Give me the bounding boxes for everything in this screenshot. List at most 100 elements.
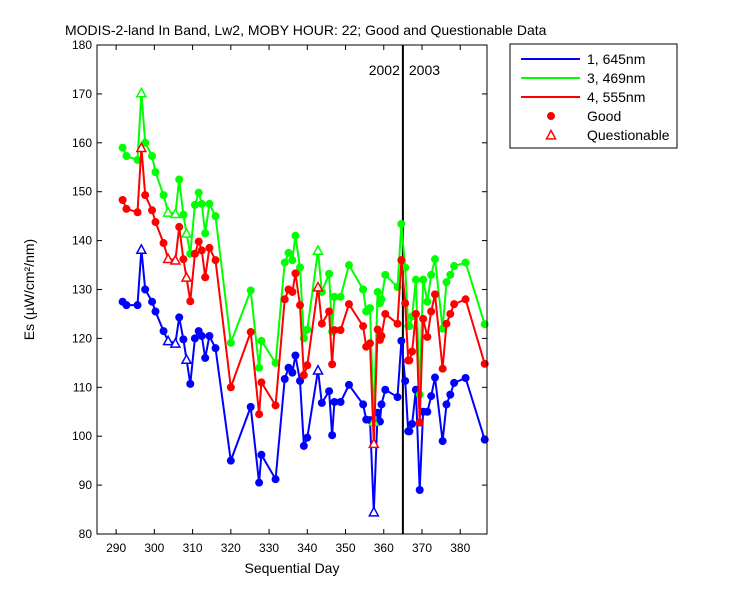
good-point bbox=[255, 478, 264, 487]
good-point bbox=[446, 309, 455, 318]
good-point bbox=[377, 331, 386, 340]
good-point bbox=[480, 320, 489, 329]
questionable-point bbox=[162, 252, 174, 264]
year-label-2003: 2003 bbox=[409, 62, 440, 78]
good-point bbox=[151, 307, 160, 316]
legend-label-2: 3, 469nm bbox=[587, 70, 645, 86]
x-tick-label: 300 bbox=[144, 541, 164, 555]
y-tick-label: 120 bbox=[72, 331, 92, 345]
good-point bbox=[325, 387, 334, 396]
good-point bbox=[359, 400, 368, 409]
good-point bbox=[179, 210, 188, 219]
good-point bbox=[197, 246, 206, 255]
good-point bbox=[423, 407, 432, 416]
good-point bbox=[344, 300, 353, 309]
good-point bbox=[325, 269, 334, 278]
y-axis-label: Es (µW/cm²/nm) bbox=[21, 239, 37, 340]
good-point bbox=[296, 301, 305, 310]
good-point bbox=[328, 360, 337, 369]
good-point bbox=[461, 295, 470, 304]
good-point bbox=[179, 255, 188, 264]
good-point bbox=[450, 300, 459, 309]
questionable-point bbox=[135, 86, 148, 98]
good-point bbox=[122, 301, 131, 310]
good-point bbox=[175, 313, 184, 322]
good-point bbox=[344, 380, 353, 389]
good-point bbox=[175, 222, 184, 231]
good-point bbox=[366, 339, 374, 348]
y-tick-label: 100 bbox=[72, 429, 92, 443]
legend-questionable-marker bbox=[545, 128, 557, 140]
good-point bbox=[408, 419, 417, 428]
questionable-point bbox=[135, 243, 148, 254]
good-point bbox=[194, 188, 203, 197]
good-point bbox=[405, 356, 414, 365]
questionable-point bbox=[312, 244, 324, 255]
good-point bbox=[190, 334, 199, 343]
good-point bbox=[393, 319, 402, 328]
good-point bbox=[423, 332, 432, 341]
good-point bbox=[288, 368, 297, 377]
good-point bbox=[133, 155, 142, 164]
good-point bbox=[397, 219, 406, 228]
good-point bbox=[190, 249, 199, 258]
questionable-point bbox=[169, 254, 182, 265]
good-point bbox=[141, 138, 150, 147]
y-tick-label: 160 bbox=[72, 136, 92, 150]
good-point bbox=[246, 286, 255, 295]
good-point bbox=[344, 261, 353, 270]
x-tick-label: 320 bbox=[221, 541, 241, 555]
good-point bbox=[397, 256, 406, 265]
good-point bbox=[201, 229, 210, 238]
questionable-point bbox=[312, 364, 324, 375]
good-point bbox=[226, 383, 235, 392]
good-point bbox=[246, 402, 255, 411]
good-point bbox=[328, 431, 337, 440]
good-point bbox=[359, 285, 368, 294]
good-point bbox=[336, 292, 345, 301]
questionable-point bbox=[180, 353, 193, 365]
y-tick-label: 150 bbox=[72, 185, 92, 199]
good-point bbox=[205, 243, 214, 252]
questionable-point bbox=[162, 206, 174, 217]
good-point bbox=[122, 152, 131, 161]
good-point bbox=[423, 297, 432, 306]
good-point bbox=[442, 278, 451, 287]
good-point bbox=[446, 270, 455, 279]
y-tick-label: 180 bbox=[72, 38, 92, 52]
good-point bbox=[284, 248, 293, 257]
good-point bbox=[442, 319, 451, 328]
good-point bbox=[205, 199, 214, 208]
good-point bbox=[438, 364, 447, 373]
good-point bbox=[303, 325, 312, 334]
good-point bbox=[280, 258, 289, 267]
year-label-2002: 2002 bbox=[369, 62, 400, 78]
questionable-point bbox=[368, 437, 380, 449]
good-point bbox=[280, 374, 289, 383]
legend: 1, 645nm 3, 469nm 4, 555nm Good Questionable bbox=[509, 43, 678, 149]
good-point bbox=[373, 325, 382, 334]
good-point bbox=[461, 258, 470, 267]
x-tick-label: 330 bbox=[259, 541, 279, 555]
y-tick-label: 170 bbox=[72, 87, 92, 101]
good-point bbox=[373, 287, 382, 296]
good-point bbox=[159, 239, 168, 248]
y-tick-label: 80 bbox=[79, 527, 93, 541]
good-point bbox=[291, 269, 300, 278]
good-point bbox=[257, 336, 266, 345]
good-point bbox=[257, 378, 266, 387]
good-point bbox=[271, 475, 280, 484]
x-tick-label: 310 bbox=[183, 541, 203, 555]
questionable-point bbox=[180, 271, 193, 282]
good-point bbox=[201, 353, 210, 362]
y-tick-label: 130 bbox=[72, 283, 92, 297]
good-point bbox=[381, 309, 390, 318]
good-point bbox=[330, 397, 339, 406]
good-point bbox=[303, 361, 312, 370]
good-point bbox=[431, 255, 439, 264]
good-point bbox=[133, 208, 142, 217]
good-point bbox=[197, 331, 206, 340]
y-tick-label: 90 bbox=[79, 478, 93, 492]
good-point bbox=[336, 397, 345, 406]
good-point bbox=[419, 314, 428, 323]
